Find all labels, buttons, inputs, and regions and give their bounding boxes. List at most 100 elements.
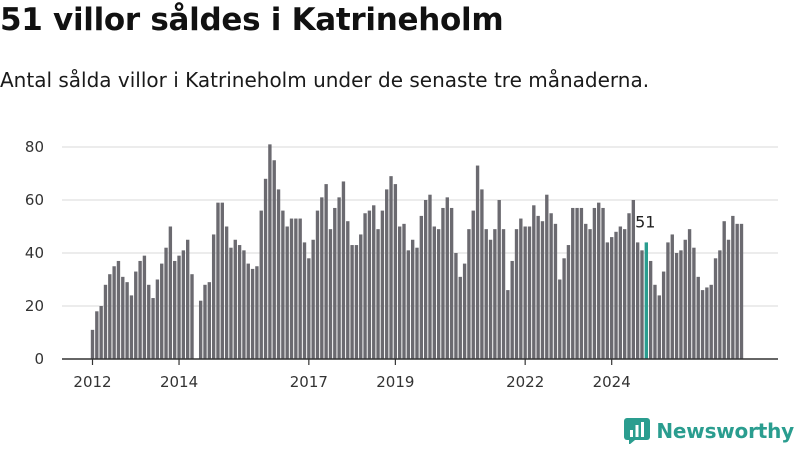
bar	[683, 239, 687, 359]
bar	[207, 282, 211, 359]
bar	[333, 207, 337, 359]
y-tick-label: 0	[34, 350, 44, 368]
bar	[700, 290, 705, 359]
bar	[635, 242, 640, 359]
bar	[350, 245, 354, 359]
bar	[129, 295, 134, 359]
bar	[393, 184, 398, 359]
bar	[726, 239, 731, 359]
bar	[536, 215, 540, 359]
bar	[631, 200, 636, 359]
bar	[285, 226, 289, 359]
bar	[579, 207, 584, 359]
bar-chart-logo-icon	[624, 418, 651, 444]
bar	[372, 205, 376, 359]
bar	[134, 271, 138, 359]
bar	[731, 215, 735, 359]
bar	[648, 260, 653, 359]
bar	[90, 329, 95, 359]
bar	[311, 239, 315, 359]
bar	[367, 210, 372, 359]
bar	[523, 226, 527, 359]
bar	[237, 245, 242, 359]
bar	[428, 194, 432, 359]
bar	[553, 223, 558, 359]
bar	[324, 184, 328, 359]
bar-chart: 0 20 40 60 80 2012 2014 2017 2019 2022 2024 51	[25, 138, 778, 391]
bar	[203, 284, 207, 359]
bar	[670, 234, 674, 359]
bar	[514, 229, 519, 359]
bar	[298, 218, 302, 359]
y-tick-label: 20	[25, 297, 44, 315]
bar	[545, 194, 549, 359]
bar	[640, 250, 644, 359]
bar	[302, 242, 307, 359]
bar	[666, 242, 670, 359]
brand-name: Newsworthy	[656, 419, 794, 443]
bar	[510, 260, 514, 359]
bar	[255, 266, 259, 359]
bar	[151, 298, 155, 359]
bar	[696, 276, 700, 359]
bar	[458, 276, 462, 359]
bar	[389, 176, 393, 359]
bar	[320, 197, 324, 359]
bar	[601, 207, 605, 359]
bar	[467, 229, 471, 359]
bar	[103, 284, 108, 359]
bar	[116, 260, 121, 359]
bar	[216, 202, 220, 359]
bar	[108, 274, 112, 359]
bar	[449, 207, 454, 359]
bar	[341, 181, 346, 359]
bar	[739, 223, 744, 359]
bar	[527, 226, 532, 359]
bar	[363, 213, 367, 359]
bar	[155, 279, 160, 359]
x-tick-label: 2012	[73, 373, 111, 391]
bar	[168, 226, 173, 359]
bar	[679, 250, 683, 359]
x-tick-label: 2014	[160, 373, 198, 391]
bar-latest	[644, 242, 648, 359]
bar	[138, 260, 142, 359]
bar	[549, 213, 553, 359]
bar	[186, 239, 190, 359]
bar	[160, 263, 164, 359]
bar	[289, 218, 294, 359]
bar	[233, 239, 237, 359]
bar	[471, 210, 475, 359]
bar	[618, 226, 623, 359]
bar	[506, 290, 510, 359]
bar	[497, 200, 501, 359]
x-tick-label: 2024	[593, 373, 631, 391]
bar	[488, 239, 493, 359]
y-tick-label: 40	[25, 244, 44, 262]
bar	[588, 229, 592, 359]
bar	[125, 282, 129, 359]
bar	[657, 295, 661, 359]
bar	[307, 258, 311, 359]
x-tick-label: 2017	[290, 373, 328, 391]
bar	[501, 229, 506, 359]
bar	[692, 247, 696, 359]
bar	[220, 202, 224, 359]
bar	[198, 300, 203, 359]
bar	[112, 266, 116, 359]
bar	[571, 207, 575, 359]
bar	[315, 210, 320, 359]
bar	[540, 221, 545, 359]
bar	[718, 250, 722, 359]
bar	[224, 226, 229, 359]
bar	[359, 234, 363, 359]
bar	[294, 218, 298, 359]
bar	[281, 210, 285, 359]
bar	[181, 250, 186, 359]
bar	[432, 226, 436, 359]
bar	[173, 260, 177, 359]
bar	[211, 234, 216, 359]
bar	[354, 245, 359, 359]
bar	[597, 202, 601, 359]
bar	[385, 189, 389, 359]
